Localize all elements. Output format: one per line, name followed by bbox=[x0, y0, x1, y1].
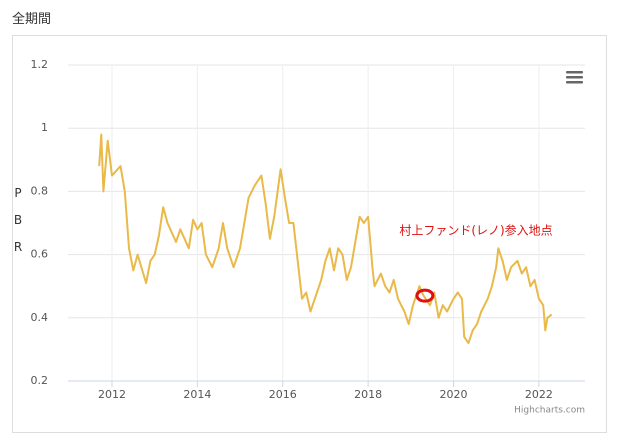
menu-bar[interactable] bbox=[566, 76, 583, 79]
y-axis-title: PBR bbox=[11, 186, 25, 267]
y-tick-label: 0.6 bbox=[31, 248, 49, 261]
x-tick-label: 2014 bbox=[183, 388, 211, 401]
credits: Highcharts.com bbox=[514, 406, 585, 416]
x-tick-label: 2016 bbox=[269, 388, 297, 401]
y-tick-label: 1.2 bbox=[31, 58, 49, 71]
x-tick-label: 2012 bbox=[98, 388, 126, 401]
y-tick-label: 0.4 bbox=[31, 311, 49, 324]
y-tick-label: 0.2 bbox=[31, 374, 49, 387]
menu-bar[interactable] bbox=[566, 81, 583, 84]
page-title: 全期間 bbox=[12, 12, 52, 27]
x-tick-label: 2022 bbox=[525, 388, 553, 401]
x-tick-label: 2018 bbox=[354, 388, 382, 401]
menu-bar[interactable] bbox=[566, 71, 583, 74]
y-tick-label: 0.8 bbox=[31, 184, 49, 197]
data-line bbox=[98, 133, 553, 345]
menu-button[interactable] bbox=[566, 71, 583, 84]
annotation-marker bbox=[415, 288, 435, 303]
annotation-text: 村上ファンド(レノ)参入地点 bbox=[399, 223, 552, 238]
x-tick-label: 2020 bbox=[440, 388, 468, 401]
y-tick-label: 1 bbox=[41, 121, 48, 134]
